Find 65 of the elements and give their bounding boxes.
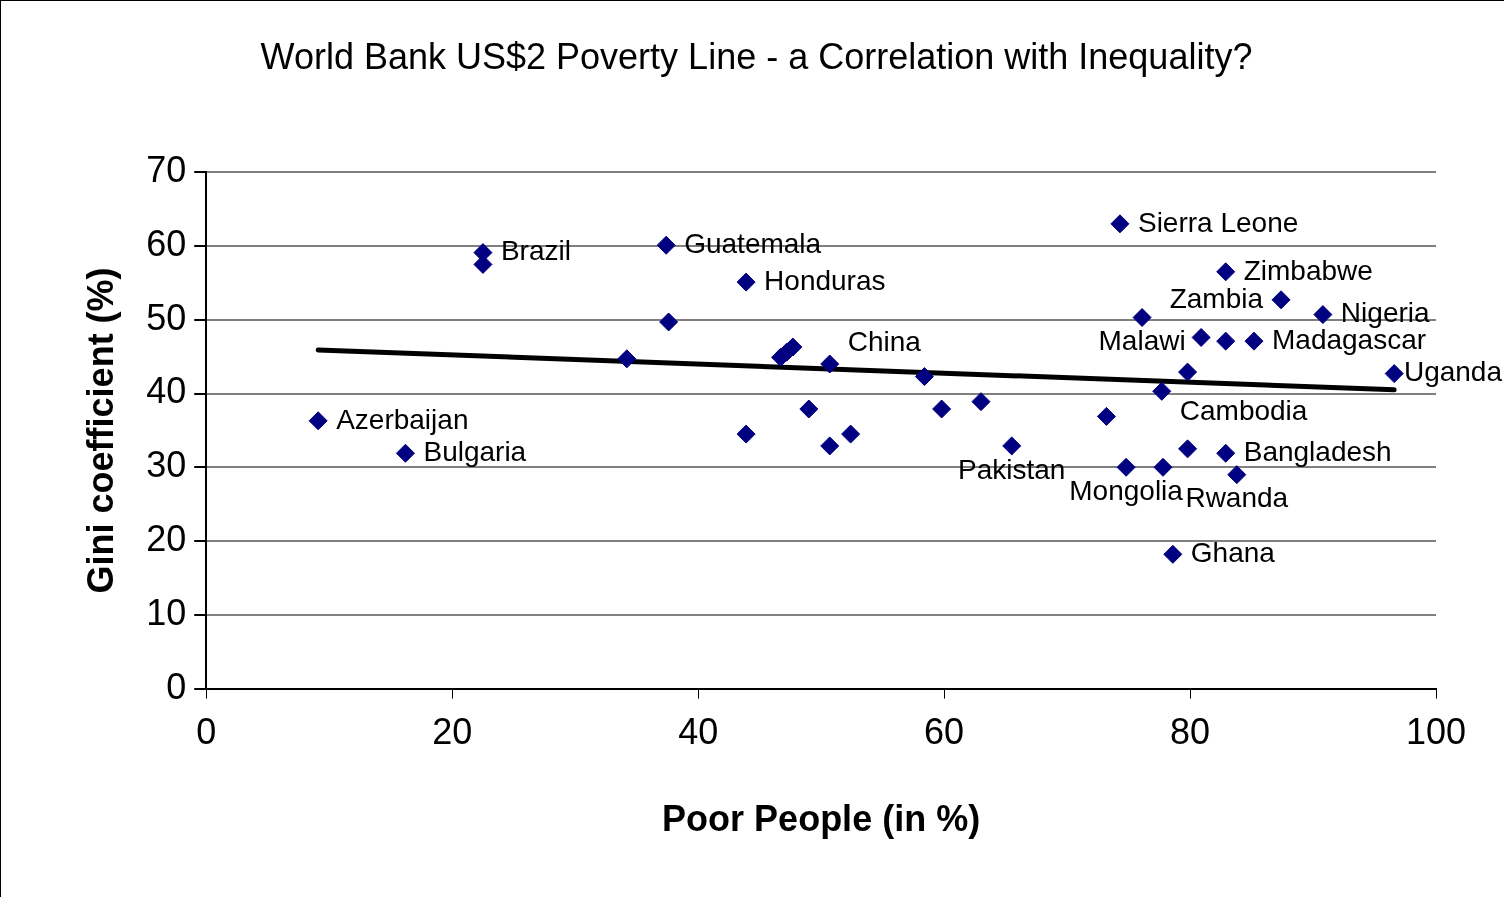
point xyxy=(1163,544,1183,564)
point xyxy=(799,399,819,419)
x-tick-label: 40 xyxy=(678,711,719,753)
point xyxy=(736,272,756,292)
annotation: Mongolia xyxy=(1069,475,1184,506)
annotation: Cambodia xyxy=(1179,395,1308,427)
annotation: China xyxy=(847,325,922,357)
point xyxy=(841,424,861,444)
point xyxy=(1110,214,1130,234)
y-tick-label: 70 xyxy=(146,149,187,191)
point xyxy=(1244,331,1264,351)
point xyxy=(1216,443,1236,463)
point xyxy=(1002,436,1022,456)
y-axis-title: Gini coefficient (%) xyxy=(79,267,121,594)
point xyxy=(1271,290,1291,310)
point xyxy=(1152,381,1172,401)
point xyxy=(395,443,415,463)
annotation: Malawi xyxy=(1098,325,1186,357)
point xyxy=(656,235,676,255)
x-tick-label: 0 xyxy=(196,711,217,753)
annotation: Sierra Leone xyxy=(1137,206,1299,238)
point xyxy=(1191,327,1211,347)
point xyxy=(1227,465,1247,485)
point xyxy=(1178,439,1198,459)
y-tick-label: 40 xyxy=(146,370,187,412)
point xyxy=(736,424,756,444)
point xyxy=(1313,305,1333,325)
chart-title: World Bank US$2 Poverty Line - a Correlation with Inequality? xyxy=(260,35,1253,77)
point xyxy=(1384,364,1404,384)
point xyxy=(971,392,991,412)
point xyxy=(1216,262,1236,282)
x-tick-label: 20 xyxy=(432,711,473,753)
annotation: Uganda xyxy=(1403,356,1503,388)
point xyxy=(1216,331,1236,351)
point xyxy=(932,399,952,419)
x-tick-label: 80 xyxy=(1170,711,1211,753)
y-tick-label: 20 xyxy=(146,517,187,559)
annotation: Bulgaria xyxy=(423,435,527,467)
annotation: Pakistan xyxy=(958,453,1066,485)
y-tick-label: 0 xyxy=(166,665,187,707)
point xyxy=(1153,457,1173,477)
point xyxy=(820,436,840,456)
point xyxy=(1096,406,1116,426)
x-tick-label: 60 xyxy=(924,711,965,753)
x-axis-title: Poor People (in %) xyxy=(662,798,981,840)
annotation: Ghana xyxy=(1190,537,1276,569)
y-tick-label: 10 xyxy=(146,591,187,633)
annotation: Guatemala xyxy=(684,227,822,259)
y-tick-label: 50 xyxy=(146,296,187,338)
annotation: Rwanda xyxy=(1185,482,1289,514)
y-tick-label: 30 xyxy=(146,444,187,486)
point xyxy=(659,312,679,332)
annotation: Honduras xyxy=(764,264,886,296)
annotation: Azerbaijan xyxy=(336,403,469,435)
annotation: Brazil xyxy=(500,235,571,267)
y-tick-label: 60 xyxy=(146,222,187,264)
point xyxy=(308,411,328,431)
x-tick-label: 100 xyxy=(1405,711,1467,753)
point xyxy=(914,367,934,387)
point xyxy=(820,354,840,374)
point xyxy=(1132,308,1152,328)
point xyxy=(1116,457,1136,477)
annotation: Bangladesh xyxy=(1243,435,1392,467)
point xyxy=(617,349,637,369)
point xyxy=(1178,362,1198,382)
